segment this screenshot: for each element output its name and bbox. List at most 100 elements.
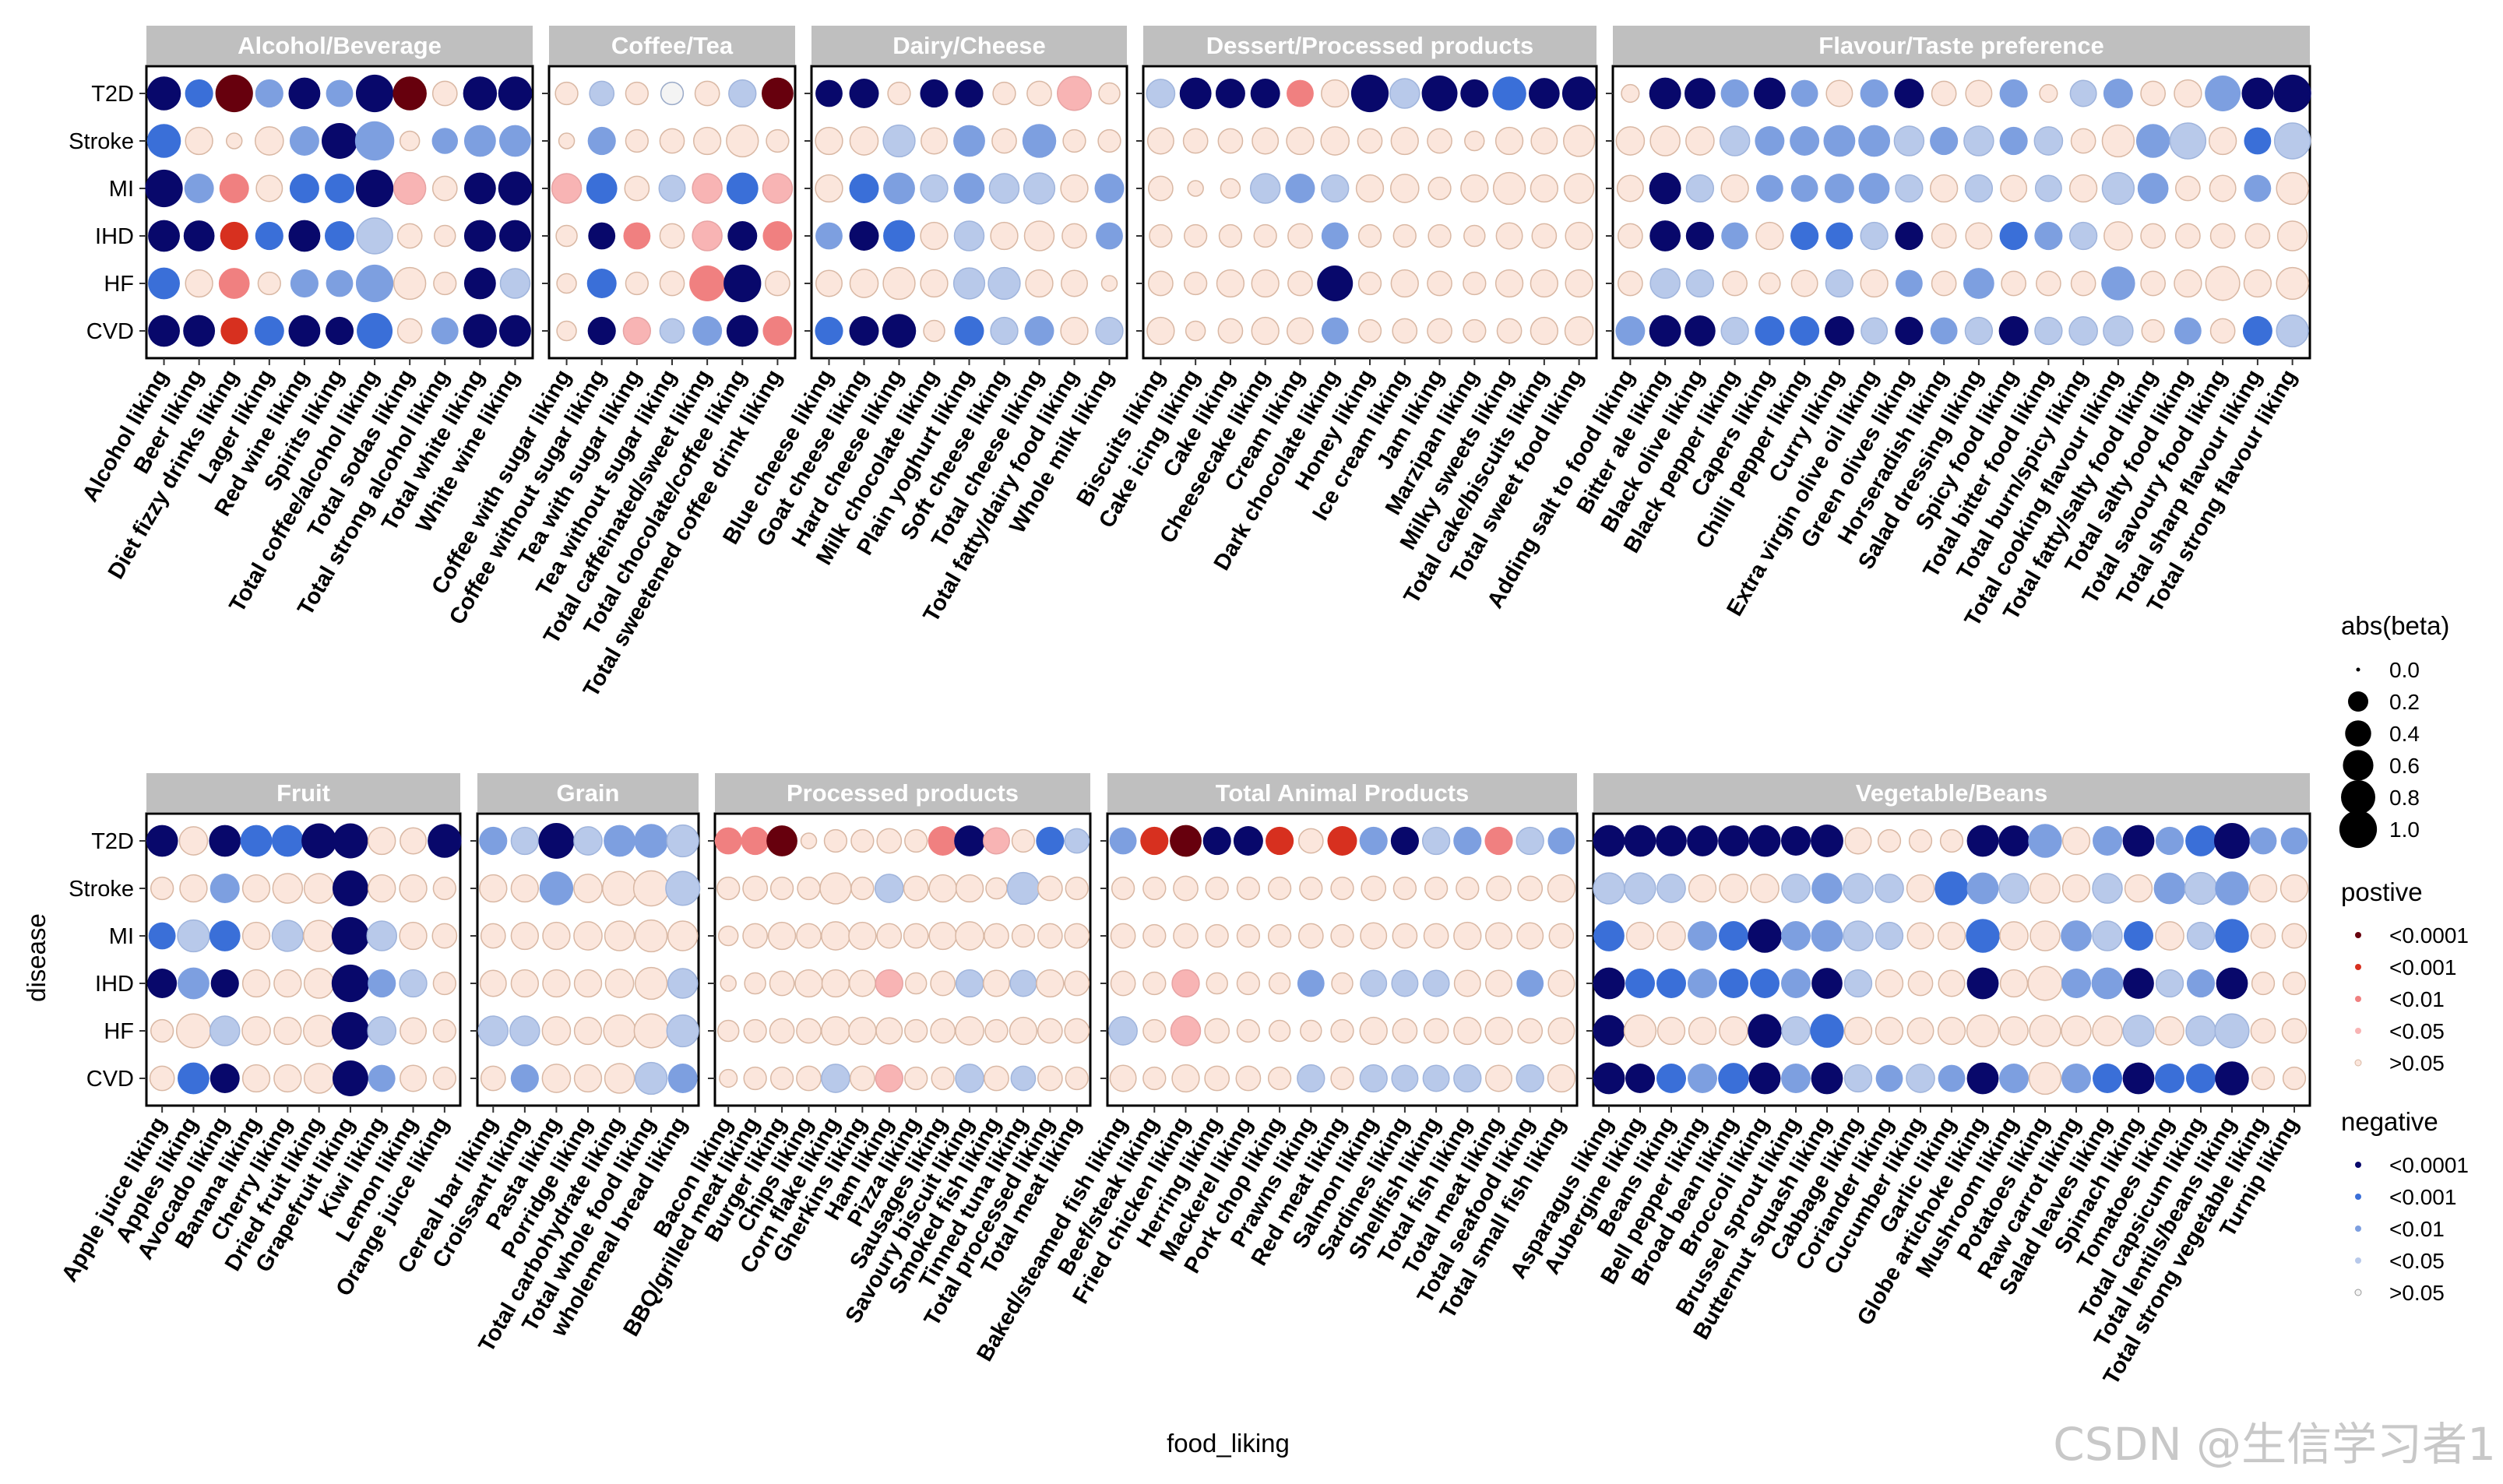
data-point <box>1517 1018 1544 1044</box>
data-point <box>694 80 720 107</box>
data-point <box>289 126 319 156</box>
data-point <box>431 923 458 949</box>
data-point <box>887 81 911 106</box>
data-point <box>983 827 1010 855</box>
data-point <box>882 266 916 301</box>
data-point <box>1142 1066 1167 1091</box>
legend-positive-title: postive <box>2341 877 2423 906</box>
data-point <box>463 314 498 348</box>
data-point <box>1593 920 1625 951</box>
data-point <box>667 968 699 999</box>
data-point <box>1215 79 1245 108</box>
legend-negative-label: <0.001 <box>2389 1185 2456 1209</box>
data-point <box>1906 922 1934 950</box>
legend-positive-label: <0.01 <box>2389 987 2445 1011</box>
data-point <box>1111 876 1135 901</box>
data-point <box>1656 921 1686 951</box>
data-point <box>1811 1062 1843 1095</box>
data-point <box>463 125 496 157</box>
data-point <box>1781 826 1811 856</box>
data-point <box>1267 923 1292 948</box>
data-point <box>573 969 603 998</box>
data-point <box>692 126 722 156</box>
facet-title: Processed products <box>787 779 1019 807</box>
data-point <box>499 125 531 157</box>
data-point <box>289 174 319 203</box>
data-point <box>1062 128 1086 153</box>
data-point <box>2068 221 2098 251</box>
data-point <box>1719 1016 1748 1046</box>
data-point <box>1235 1065 1262 1092</box>
data-point <box>742 875 769 902</box>
data-point <box>1427 270 1452 297</box>
data-point <box>904 1018 928 1043</box>
data-point <box>2029 1015 2061 1047</box>
data-point <box>1719 125 1751 156</box>
data-point <box>288 77 321 110</box>
data-point <box>2250 1018 2276 1044</box>
data-point <box>692 316 723 346</box>
data-point <box>665 870 701 906</box>
facet-border <box>145 812 462 1107</box>
data-point <box>1790 221 1819 251</box>
data-point <box>1907 970 1934 997</box>
y-tick-label: MI <box>109 924 134 949</box>
data-point <box>602 870 638 906</box>
data-point <box>659 128 685 154</box>
data-point <box>1858 173 1890 204</box>
data-point <box>1755 316 1785 346</box>
data-point <box>1547 1064 1576 1093</box>
data-point <box>431 80 458 107</box>
data-point <box>498 171 533 206</box>
data-point <box>1895 269 1923 297</box>
data-point <box>920 79 949 108</box>
data-point <box>1906 1064 1935 1093</box>
data-point <box>1391 969 1419 997</box>
data-point <box>1057 76 1092 111</box>
data-point <box>604 1063 635 1094</box>
y-tick-label: HF <box>104 1019 134 1044</box>
data-point <box>1781 1064 1811 1093</box>
data-point <box>555 224 578 248</box>
data-point <box>848 969 876 997</box>
data-point <box>2249 827 2277 855</box>
data-point <box>1148 270 1174 297</box>
data-point <box>1463 271 1487 296</box>
data-point <box>1297 828 1324 854</box>
data-point <box>1755 174 1783 202</box>
data-point <box>1253 223 1277 248</box>
data-point <box>794 969 823 998</box>
data-point <box>1721 222 1749 250</box>
data-point <box>1286 317 1314 345</box>
data-point <box>1011 828 1036 853</box>
data-point <box>1875 874 1904 903</box>
data-point <box>479 826 508 856</box>
data-point <box>1937 1016 1966 1046</box>
data-point <box>633 1013 669 1049</box>
data-point <box>2214 823 2250 859</box>
data-point <box>499 220 531 252</box>
data-point <box>2092 873 2123 904</box>
data-point <box>1823 125 1856 157</box>
data-point <box>254 126 284 156</box>
data-point <box>1094 174 1125 203</box>
data-point <box>1965 222 1993 250</box>
data-point <box>1236 923 1261 948</box>
data-point <box>2214 1013 2250 1049</box>
data-point <box>1266 826 1294 856</box>
data-point <box>1931 80 1957 107</box>
data-point <box>1621 83 1640 104</box>
data-point <box>726 172 759 205</box>
data-point <box>1685 221 1714 251</box>
facet-title: Alcohol/Beverage <box>238 32 442 59</box>
data-point <box>1825 269 1854 298</box>
data-point <box>1109 1064 1137 1092</box>
data-point <box>930 970 956 997</box>
data-point <box>2070 128 2096 154</box>
data-point <box>1720 79 1749 108</box>
data-point <box>1843 1016 1873 1046</box>
data-point <box>1966 919 2000 953</box>
data-point <box>2122 1062 2155 1095</box>
data-point <box>355 74 394 113</box>
data-point <box>990 316 1019 346</box>
